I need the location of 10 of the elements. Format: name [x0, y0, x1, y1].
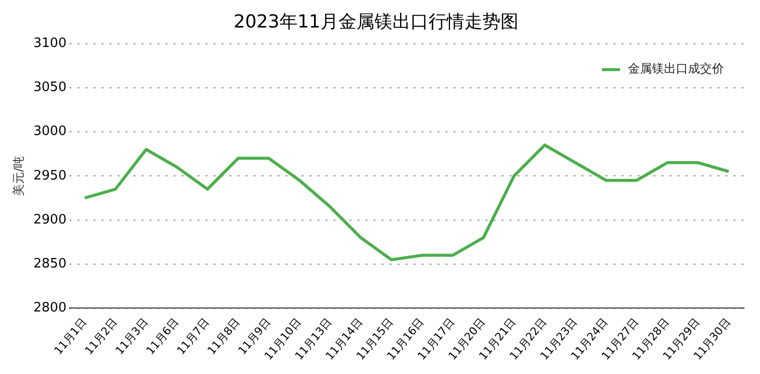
chart-title: 2023年11月金属镁出口行情走势图	[234, 11, 518, 32]
y-tick-label: 3100	[33, 36, 66, 51]
y-tick-label: 2900	[33, 212, 66, 228]
y-tick-label: 2950	[33, 168, 66, 184]
y-tick-label: 2850	[33, 256, 66, 272]
legend-label: 金属镁出口成交价	[628, 62, 724, 76]
y-tick-label: 2800	[33, 300, 66, 316]
y-tick-label: 3000	[33, 124, 66, 140]
y-tick-label: 3050	[33, 80, 66, 96]
y-axis-title: 美元/吨	[11, 156, 26, 196]
